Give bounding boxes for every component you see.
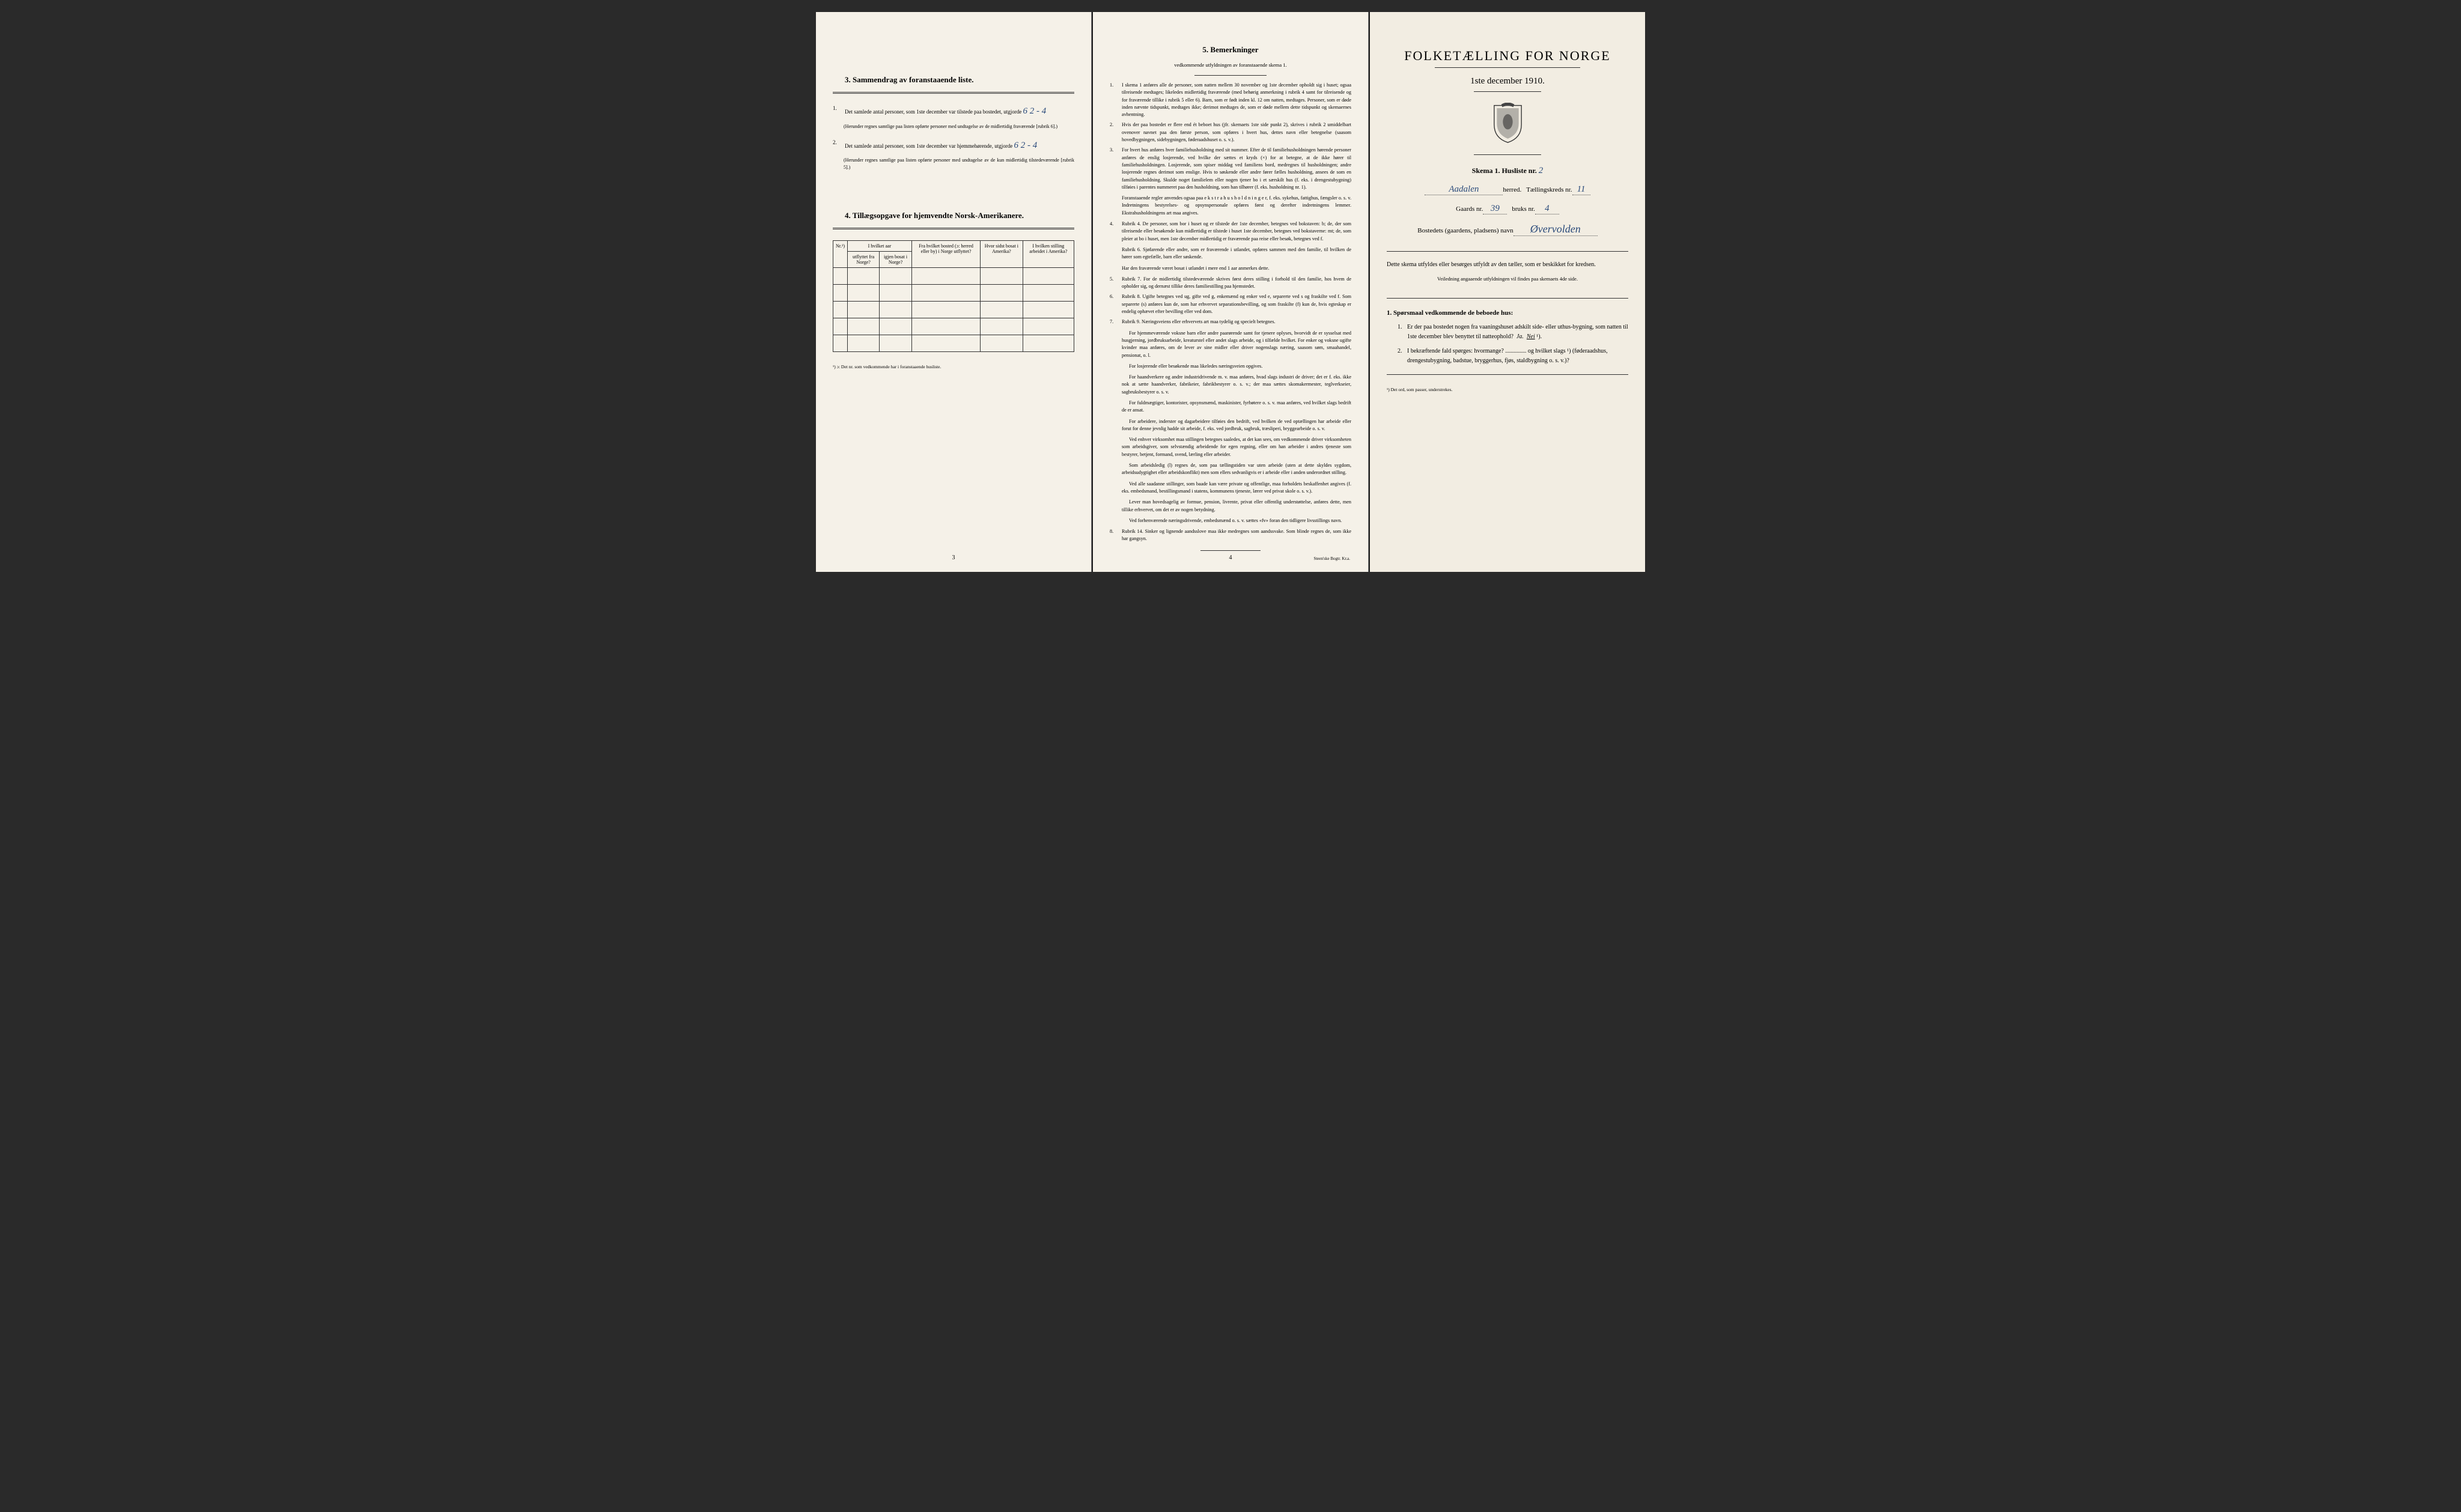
subcol-emigrated: utflyttet fra Norge? [848, 252, 880, 268]
question-heading: 1. Spørsmaal vedkommende de beboede hus: [1387, 309, 1628, 317]
remark-paragraph: For hjemmeværende voksne barn eller andr… [1122, 330, 1351, 359]
coat-of-arms-icon [1491, 103, 1524, 144]
page-number-2: 4 [1229, 554, 1232, 561]
emigrant-table: Nr.¹) I hvilket aar Fra hvilket bosted (… [833, 240, 1074, 352]
q1-text: Er der paa bostedet nogen fra vaaningshu… [1407, 323, 1628, 342]
remarks-list: 1.I skema 1 anføres alle de personer, so… [1110, 82, 1351, 543]
remark-item: 2.Hvis der paa bostedet er flere end ét … [1110, 121, 1351, 144]
table-row [833, 335, 1074, 352]
page3-footnote: ¹) Det ord, som passer, understrekes. [1387, 387, 1628, 392]
section-5-heading: 5. Bemerkninger [1110, 45, 1351, 55]
bosted-label: Bostedets (gaardens, pladsens) navn [1417, 227, 1513, 234]
remark-extra: Foranstaaende regler anvendes ogsaa paa … [1122, 195, 1351, 217]
sub-instruction: Veiledning angaaende utfyldningen vil fi… [1387, 275, 1628, 283]
page-number-1: 3 [952, 554, 955, 561]
crest-rule [1474, 154, 1542, 155]
census-document: 3. Sammendrag av foranstaaende liste. 1.… [816, 12, 1645, 572]
remark-paragraph: For fuldmægtiger, kontorister, opsynsmæn… [1122, 399, 1351, 414]
q2-num: 2. [1398, 347, 1407, 366]
col-position: I hvilken stilling arbeidet i Amerika? [1023, 241, 1074, 268]
main-instruction: Dette skema utfyldes eller besørges utfy… [1387, 260, 1628, 269]
bruks-label: bruks nr. [1512, 205, 1535, 213]
remark-item: 7.Rubrik 9. Næringsveiens eller erhverve… [1110, 318, 1351, 326]
printer-imprint: Steen'ske Bogtr. Kr.a. [1313, 556, 1350, 561]
remark-paragraph: Ved enhver virksomhet maa stillingen bet… [1122, 436, 1351, 458]
page-3-cover: FOLKETÆLLING FOR NORGE 1ste december 191… [1370, 12, 1645, 572]
remark-item: 4.Rubrik 4. De personer, som bor i huset… [1110, 220, 1351, 243]
title-rule [1435, 67, 1580, 68]
table-row [833, 318, 1074, 335]
remark-item: 3.For hvert hus anføres hver familiehush… [1110, 147, 1351, 191]
bosted-line: Bostedets (gaardens, pladsens) navn Øver… [1387, 223, 1628, 236]
sub-rule [1194, 75, 1267, 76]
col-year: I hvilket aar [848, 241, 912, 252]
herred-label: herred. [1503, 186, 1521, 193]
item2-note: (Herunder regnes samtlige paa listen opf… [844, 157, 1074, 171]
remark-paragraph: Ved alle saadanne stillinger, som baade … [1122, 481, 1351, 496]
foot-rule [1387, 374, 1628, 375]
remark-item: 6.Rubrik 8. Ugifte betegnes ved ug, gift… [1110, 293, 1351, 315]
question-2: 2. I bekræftende fald spørges: hvormange… [1398, 347, 1628, 366]
section-4-heading: 4. Tillægsopgave for hjemvendte Norsk-Am… [845, 211, 1074, 220]
divider-rule [1387, 251, 1628, 252]
col-from: Fra hvilket bosted (ɔ: herred eller by) … [911, 241, 980, 268]
herred-line: Aadalen herred. Tællingskreds nr. 11 [1387, 184, 1628, 195]
date-rule [1474, 91, 1542, 92]
summary-item-1: 1. Det samlede antal personer, som 1ste … [833, 105, 1074, 118]
heading-rule [833, 92, 1074, 94]
remark-item: 8.Rubrik 14. Sinker og lignende aandsslo… [1110, 528, 1351, 543]
remark-extra: Har den fraværende været bosat i utlande… [1122, 265, 1351, 272]
husliste-nr-value: 2 [1539, 166, 1544, 175]
col-nr: Nr.¹) [833, 241, 848, 268]
gaards-line: Gaards nr. 39 bruks nr. 4 [1387, 204, 1628, 214]
remark-paragraph: Lever man hovedsagelig av formue, pensio… [1122, 499, 1351, 514]
skema-label: Skema 1. Husliste nr. [1472, 166, 1537, 175]
page-2: 5. Bemerkninger vedkommende utfyldningen… [1093, 12, 1369, 572]
table-row [833, 268, 1074, 285]
subcol-returned: igjen bosat i Norge? [880, 252, 912, 268]
section-5-subheading: vedkommende utfyldningen av foranstaaend… [1110, 62, 1351, 68]
bruks-value: 4 [1535, 204, 1559, 214]
cover-date: 1ste december 1910. [1387, 76, 1628, 87]
heading-rule-4 [833, 228, 1074, 229]
question-1: 1. Er der paa bostedet nogen fra vaaning… [1398, 323, 1628, 342]
item1-note: (Herunder regnes samtlige paa listen opf… [844, 123, 1074, 130]
end-rule [1200, 550, 1261, 551]
item2-text: Det samlede antal personer, som 1ste dec… [845, 143, 1012, 149]
kreds-label: Tællingskreds nr. [1526, 186, 1572, 193]
q2-text: I bekræftende fald spørges: hvormange? .… [1407, 347, 1628, 366]
section-3-heading: 3. Sammendrag av foranstaaende liste. [845, 75, 1074, 85]
bosted-value: Øvervolden [1513, 223, 1598, 236]
gaards-value: 39 [1483, 204, 1507, 214]
remark-item: 1.I skema 1 anføres alle de personer, so… [1110, 82, 1351, 118]
remark-paragraph: For haandverkere og andre industridriven… [1122, 374, 1351, 396]
col-where: Hvor sidst bosat i Amerika? [981, 241, 1023, 268]
item1-handwritten-value: 6 2 - 4 [1023, 106, 1047, 116]
kreds-value: 11 [1572, 184, 1590, 195]
skema-line: Skema 1. Husliste nr. 2 [1387, 166, 1628, 176]
remark-item: 5.Rubrik 7. For de midlertidig tilstedev… [1110, 276, 1351, 291]
remark-paragraph: Som arbeidsledig (l) regnes de, som paa … [1122, 462, 1351, 477]
remark-extra: Rubrik 6. Sjøfarende eller andre, som er… [1122, 246, 1351, 261]
q1-num: 1. [1398, 323, 1407, 342]
item2-handwritten-value: 6 2 - 4 [1014, 141, 1038, 150]
table-row [833, 285, 1074, 302]
remark-paragraph: For arbeidere, inderster og dagarbeidere… [1122, 418, 1351, 433]
table-body [833, 268, 1074, 352]
herred-value: Aadalen [1425, 184, 1503, 195]
remark-paragraph: For losjerende eller besøkende maa likel… [1122, 363, 1351, 370]
table-row [833, 302, 1074, 318]
page-1: 3. Sammendrag av foranstaaende liste. 1.… [816, 12, 1092, 572]
remark-paragraph: Ved forhenværende næringsdrivende, embed… [1122, 517, 1351, 524]
item1-text: Det samlede antal personer, som 1ste dec… [845, 109, 1021, 115]
summary-item-2: 2. Det samlede antal personer, som 1ste … [833, 139, 1074, 153]
cover-title: FOLKETÆLLING FOR NORGE [1387, 48, 1628, 64]
answer-nei-selected: Nei [1527, 333, 1535, 340]
gaards-label: Gaards nr. [1456, 205, 1483, 213]
divider-rule-2 [1387, 298, 1628, 299]
page1-footnote: ¹) ɔ: Det nr. som vedkommende har i fora… [833, 364, 1074, 369]
